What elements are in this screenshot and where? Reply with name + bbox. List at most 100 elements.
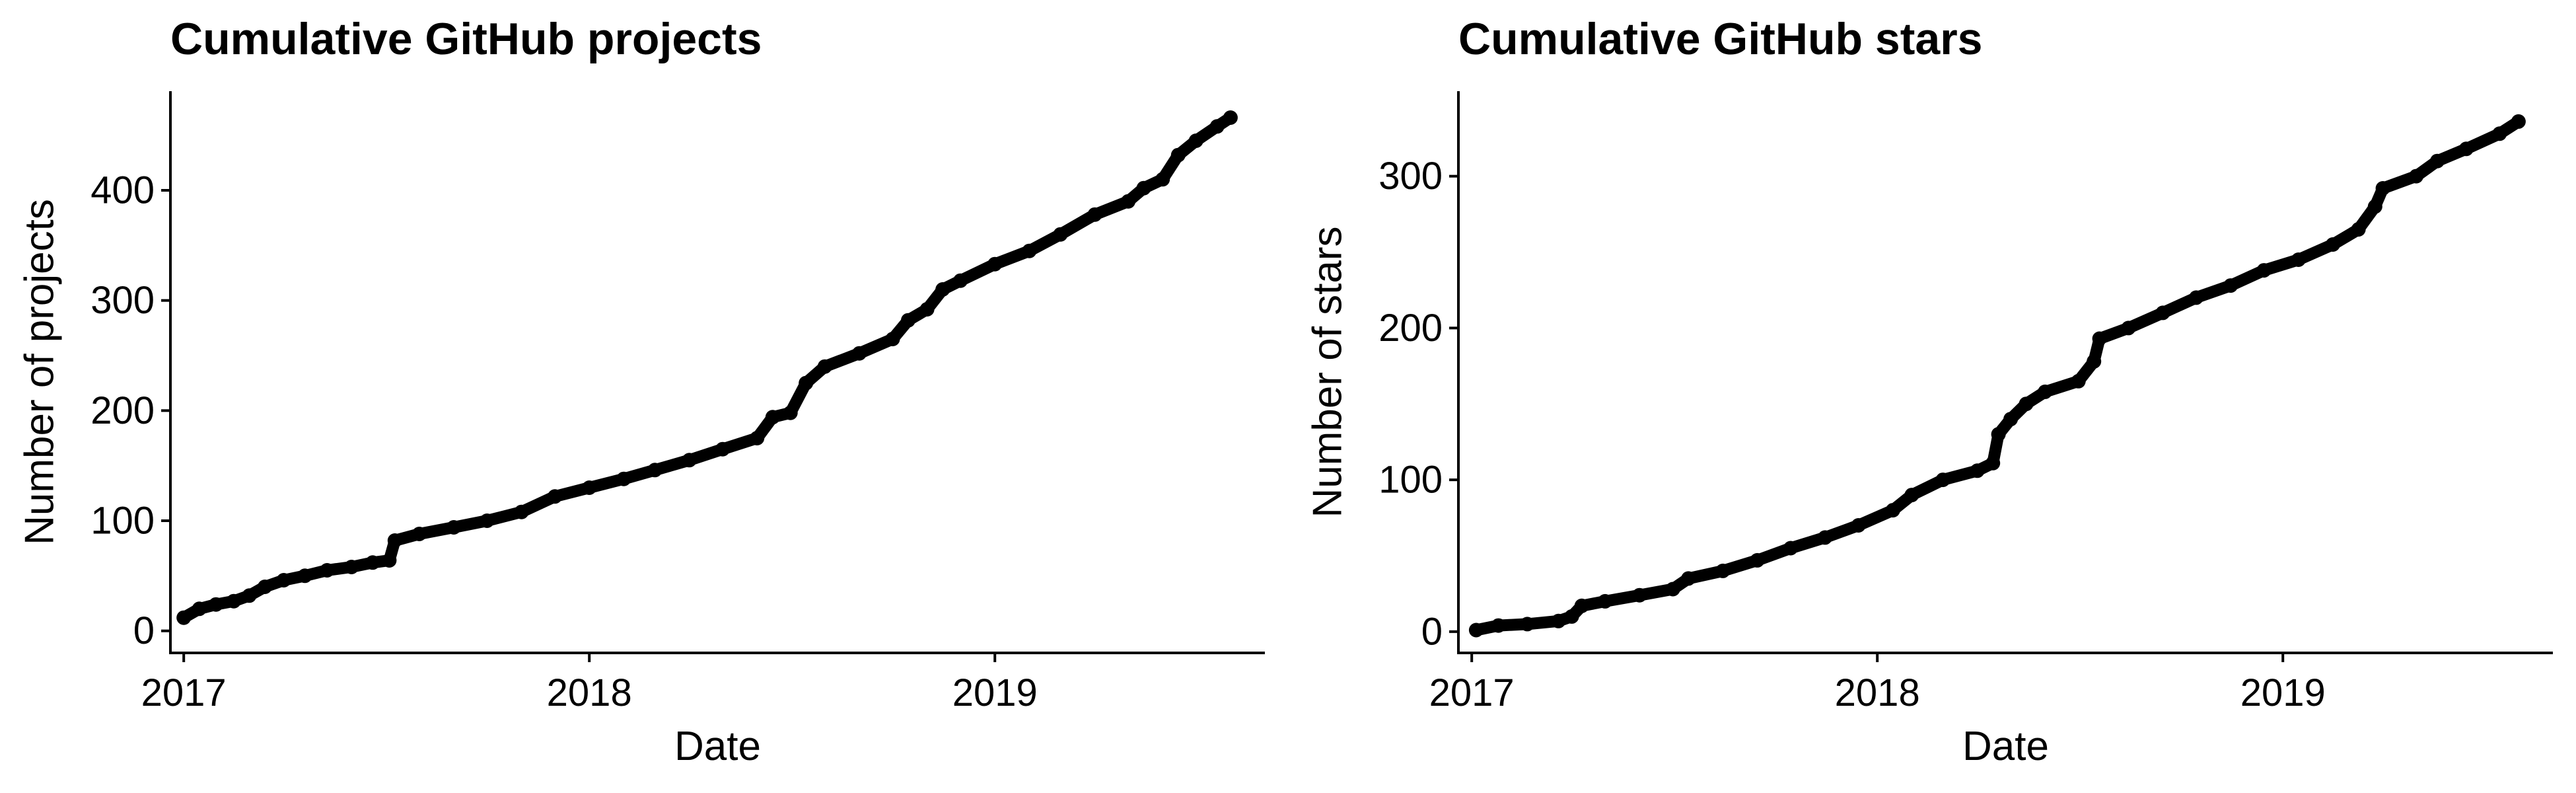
data-point xyxy=(2071,373,2086,389)
data-point xyxy=(2189,290,2203,305)
data-point xyxy=(2367,199,2382,214)
data-point xyxy=(2121,321,2136,336)
data-point xyxy=(1598,593,1613,609)
data-point xyxy=(1468,623,1484,638)
data-point xyxy=(344,560,359,574)
data-point xyxy=(817,359,832,374)
data-point xyxy=(1665,582,1680,597)
data-point xyxy=(2003,412,2019,427)
data-point xyxy=(365,555,380,570)
y-tick-label: 300 xyxy=(90,279,155,322)
data-point xyxy=(447,520,461,535)
y-tick-label: 200 xyxy=(1378,307,1443,350)
data-point xyxy=(953,273,968,288)
data-point xyxy=(387,533,402,548)
data-point xyxy=(548,489,563,504)
y-tick-label: 100 xyxy=(1378,459,1443,502)
panel-1: Cumulative GitHub projects 0 100 200 300 400 2… xyxy=(17,14,1265,769)
data-point xyxy=(1986,455,2001,471)
data-point xyxy=(176,610,192,625)
y-tick-label: 0 xyxy=(1421,610,1443,653)
data-point xyxy=(1991,427,2006,442)
data-point xyxy=(1053,227,1068,242)
data-point xyxy=(209,597,223,612)
y-tick-label: 300 xyxy=(1378,155,1443,198)
data-point xyxy=(2492,126,2507,141)
data-point xyxy=(1223,110,1238,125)
data-point xyxy=(411,527,427,541)
y-tick-label: 0 xyxy=(133,609,155,652)
data-point xyxy=(885,332,900,346)
x-tick-label: 2018 xyxy=(547,671,632,714)
data-point xyxy=(1564,609,1579,624)
data-point xyxy=(2019,397,2034,412)
y-axis-title: Number of projects xyxy=(17,199,63,545)
y-tick-label: 400 xyxy=(90,169,155,212)
data-point xyxy=(258,580,272,594)
data-point xyxy=(1885,503,1900,518)
x-axis-title: Date xyxy=(1962,724,2049,769)
data-point xyxy=(276,573,291,587)
data-point xyxy=(1155,172,1170,187)
data-point xyxy=(2409,169,2424,184)
data-point xyxy=(1209,119,1225,134)
data-point xyxy=(1022,243,1037,258)
data-point xyxy=(1121,194,1136,209)
data-point xyxy=(919,302,935,317)
y-tick-label: 100 xyxy=(90,500,155,543)
data-point xyxy=(2430,153,2445,169)
data-point xyxy=(715,441,731,457)
data-point xyxy=(2155,305,2170,321)
data-point xyxy=(1551,613,1566,628)
data-point xyxy=(1170,147,1186,163)
data-point xyxy=(226,593,241,609)
data-point xyxy=(783,405,798,420)
data-point xyxy=(2291,252,2306,267)
data-point xyxy=(2458,141,2474,157)
data-point xyxy=(2038,384,2053,399)
data-point xyxy=(987,256,1003,272)
data-point xyxy=(297,568,312,584)
data-point xyxy=(1491,618,1506,633)
x-tick-label: 2019 xyxy=(2240,671,2326,714)
data-point xyxy=(2092,331,2107,346)
data-point xyxy=(682,453,697,468)
x-axis-title: Date xyxy=(674,724,761,769)
data-point xyxy=(1970,463,1985,478)
data-point xyxy=(480,513,495,528)
data-point xyxy=(242,588,257,603)
data-point xyxy=(765,410,780,425)
y-axis-title: Number of stars xyxy=(1305,226,1351,517)
data-point xyxy=(2223,278,2238,293)
data-point xyxy=(799,375,814,391)
data-point xyxy=(901,313,915,328)
data-point xyxy=(1136,180,1151,196)
x-tick-label: 2018 xyxy=(1835,671,1920,714)
x-tick-label: 2017 xyxy=(141,671,227,714)
chart-title: Cumulative GitHub stars xyxy=(1458,14,1983,64)
data-point xyxy=(2325,237,2340,252)
data-point xyxy=(2087,354,2102,369)
data-point xyxy=(1520,617,1535,632)
data-point xyxy=(1574,598,1589,613)
data-point xyxy=(852,346,867,361)
data-point xyxy=(1935,472,1950,488)
data-point xyxy=(1904,488,1919,503)
cumulative-trace xyxy=(1470,115,2524,636)
chart-title: Cumulative GitHub projects xyxy=(170,14,762,64)
data-point xyxy=(582,480,597,495)
data-point xyxy=(320,563,335,578)
data-point xyxy=(1750,552,1765,568)
data-point xyxy=(1783,541,1798,556)
data-point xyxy=(1681,571,1696,586)
data-point xyxy=(1818,530,1833,545)
data-point xyxy=(616,471,631,486)
data-point xyxy=(2375,181,2390,196)
data-point xyxy=(382,553,397,568)
data-point xyxy=(1087,207,1102,222)
data-point xyxy=(1632,587,1647,603)
x-tick-label: 2017 xyxy=(1429,671,1515,714)
data-point xyxy=(647,463,662,478)
data-point xyxy=(2511,114,2526,129)
